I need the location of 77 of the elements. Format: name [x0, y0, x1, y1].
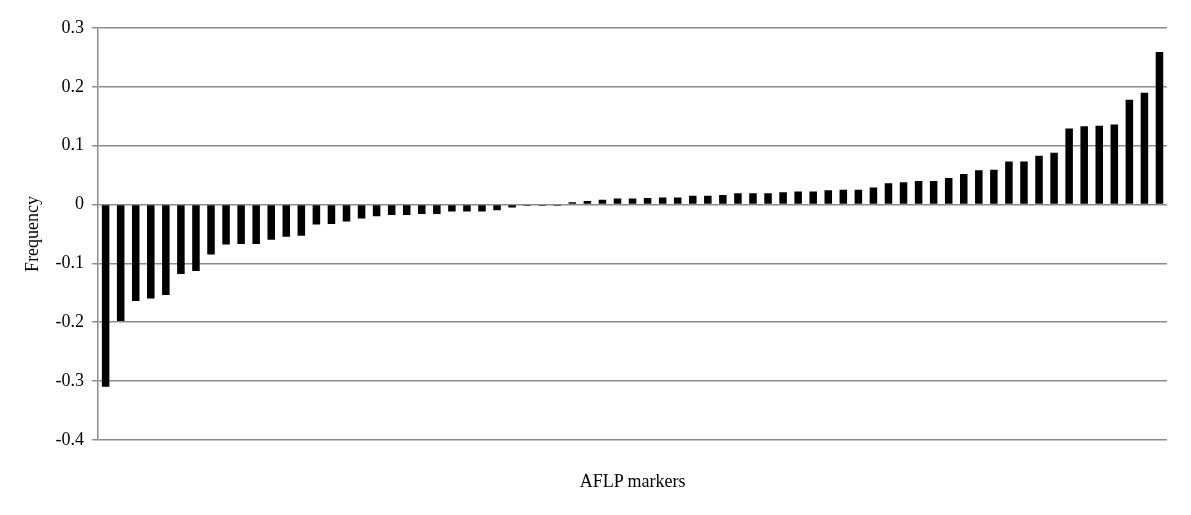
bar: [1140, 92, 1149, 204]
bar: [869, 187, 878, 204]
bar: [222, 205, 230, 245]
bar: [1110, 124, 1119, 204]
bar: [1050, 152, 1058, 204]
bar: [372, 205, 381, 217]
bar: [734, 193, 742, 204]
bar: [944, 178, 953, 204]
bar: [1155, 52, 1164, 204]
bar: [312, 205, 321, 225]
bar: [162, 205, 170, 296]
bar: [854, 189, 863, 204]
bar: [101, 205, 110, 387]
bar: [116, 205, 125, 321]
bar: [1095, 125, 1104, 204]
bar: [147, 205, 155, 299]
y-axis-title: Frequency: [21, 195, 42, 272]
x-axis-title: AFLP markers: [579, 470, 686, 491]
bar: [418, 205, 426, 214]
bar: [387, 205, 396, 216]
bar: [689, 195, 697, 204]
bar: [131, 205, 140, 301]
bar: [643, 198, 652, 204]
bar: [297, 205, 306, 236]
y-tick-label: 0.2: [61, 75, 85, 96]
bar: [237, 205, 245, 244]
bar: [342, 205, 351, 222]
bar: [177, 205, 185, 274]
bar: [357, 205, 366, 219]
bar: [884, 183, 893, 204]
bar: [1125, 99, 1134, 204]
bar: [719, 195, 727, 204]
y-tick-label: -0.2: [55, 310, 85, 331]
bar: [1035, 155, 1043, 204]
bar: [959, 173, 968, 204]
y-tick-label: -0.3: [55, 369, 85, 390]
bar: [463, 205, 471, 212]
bar: [583, 200, 592, 204]
bar: [749, 193, 757, 204]
bar: [839, 189, 848, 204]
bar: [824, 190, 833, 204]
y-tick-label: 0.1: [61, 134, 85, 155]
bar: [628, 198, 637, 204]
bar: [1005, 161, 1013, 204]
bar: [914, 180, 923, 204]
bar: [282, 205, 291, 237]
bar: [975, 170, 983, 204]
y-tick-label: -0.1: [55, 252, 85, 273]
bar: [673, 197, 682, 204]
bar: [899, 182, 908, 204]
bar: [402, 205, 411, 216]
bar: [207, 205, 215, 255]
bar: [1080, 126, 1088, 204]
bar: [192, 205, 200, 271]
bar: [990, 169, 998, 204]
bar: [613, 198, 622, 204]
bar: [779, 192, 787, 204]
bar: [252, 205, 260, 244]
bar: [508, 205, 516, 208]
y-tick-label: 0: [75, 193, 85, 214]
bar: [704, 195, 712, 204]
y-tick-label: -0.4: [55, 428, 85, 449]
bar: [794, 191, 802, 204]
bar: [764, 193, 772, 204]
bar: [433, 205, 441, 214]
y-tick-label: 0.3: [61, 16, 85, 37]
bar: [929, 180, 938, 204]
bar: [478, 205, 486, 212]
bar: [1065, 128, 1073, 204]
bar: [658, 197, 667, 204]
bar: [327, 205, 336, 224]
bar: [448, 205, 456, 212]
bar: [1020, 161, 1028, 204]
bar: [598, 199, 607, 204]
bar: [493, 205, 501, 211]
bar: [809, 191, 817, 204]
bar: [267, 205, 275, 240]
